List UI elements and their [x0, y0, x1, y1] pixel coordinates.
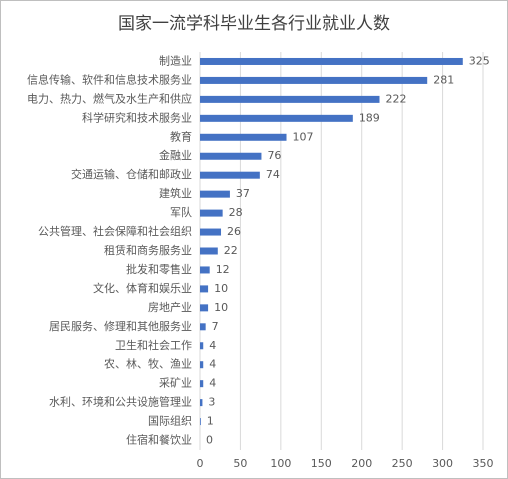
- bar: [200, 114, 353, 122]
- bar: [200, 171, 260, 179]
- x-tick-label: 200: [351, 457, 372, 470]
- x-tick-label: 250: [392, 457, 413, 470]
- y-tick-label: 文化、体育和娱乐业: [93, 281, 192, 295]
- data-label: 7: [212, 320, 219, 333]
- y-tick-label: 租赁和商务服务业: [104, 243, 192, 257]
- x-tick-label: 300: [432, 457, 453, 470]
- bar: [200, 190, 230, 198]
- data-label: 3: [208, 396, 215, 409]
- y-tick-label: 批发和零售业: [126, 262, 192, 276]
- data-label: 325: [469, 54, 490, 67]
- x-tick-label: 350: [473, 457, 494, 470]
- bar: [200, 247, 218, 255]
- data-label: 74: [266, 168, 280, 181]
- y-tick-label: 国际组织: [148, 414, 192, 428]
- bar: [200, 152, 262, 160]
- y-tick-label: 建筑业: [159, 186, 192, 200]
- data-label: 4: [209, 358, 216, 371]
- data-label: 22: [224, 244, 238, 257]
- y-tick-label: 信息传输、软件和信息技术服务业: [27, 72, 192, 86]
- y-tick-label: 军队: [170, 205, 192, 219]
- data-label: 37: [236, 187, 250, 200]
- bar: [200, 228, 222, 236]
- bar: [200, 304, 209, 312]
- y-tick-label: 水利、环境和公共设施管理业: [49, 395, 192, 409]
- data-label: 1: [207, 415, 214, 428]
- data-label: 189: [359, 111, 380, 124]
- y-tick-label: 采矿业: [159, 377, 192, 390]
- bar: [200, 323, 206, 331]
- data-label: 281: [433, 73, 454, 86]
- data-label: 4: [209, 339, 216, 352]
- x-tick-label: 150: [311, 457, 332, 470]
- data-label: 12: [216, 263, 230, 276]
- bar: [200, 342, 204, 350]
- bar: [200, 418, 201, 426]
- y-tick-label: 制造业: [159, 53, 192, 67]
- data-label: 10: [214, 301, 228, 314]
- bar: [200, 57, 463, 65]
- x-tick-label: 0: [197, 457, 204, 470]
- data-label: 28: [229, 206, 243, 219]
- bar: [200, 76, 428, 84]
- data-label: 0: [206, 434, 213, 447]
- y-tick-label: 农、林、牧、渔业: [104, 357, 192, 371]
- bar: [200, 133, 287, 141]
- data-label: 26: [227, 225, 241, 238]
- bar: [200, 266, 210, 274]
- bar: [200, 285, 209, 293]
- y-tick-label: 教育: [170, 129, 192, 143]
- y-tick-label: 交通运输、仓储和邮政业: [71, 167, 192, 181]
- y-tick-label: 电力、热力、燃气及水生产和供应: [27, 91, 192, 105]
- x-tick-label: 50: [233, 457, 247, 470]
- bar: [200, 95, 380, 103]
- y-tick-label: 卫生和社会工作: [115, 338, 192, 352]
- y-tick-label: 公共管理、社会保障和社会组织: [38, 224, 192, 238]
- data-label: 10: [214, 282, 228, 295]
- y-tick-label: 住宿和餐饮业: [126, 433, 192, 447]
- data-label: 107: [293, 130, 314, 143]
- data-label: 76: [267, 149, 281, 162]
- bar: [200, 399, 203, 407]
- y-tick-label: 居民服务、修理和其他服务业: [49, 319, 192, 333]
- y-tick-label: 科学研究和技术服务业: [82, 110, 192, 124]
- data-label: 4: [209, 377, 216, 390]
- bar: [200, 380, 204, 388]
- y-tick-label: 金融业: [159, 148, 192, 162]
- bar: [200, 361, 204, 369]
- chart-title: 国家一流学科毕业生各行业就业人数: [118, 14, 390, 34]
- y-tick-label: 房地产业: [148, 300, 192, 314]
- x-tick-label: 100: [270, 457, 291, 470]
- bar: [200, 209, 223, 217]
- data-label: 222: [386, 92, 407, 105]
